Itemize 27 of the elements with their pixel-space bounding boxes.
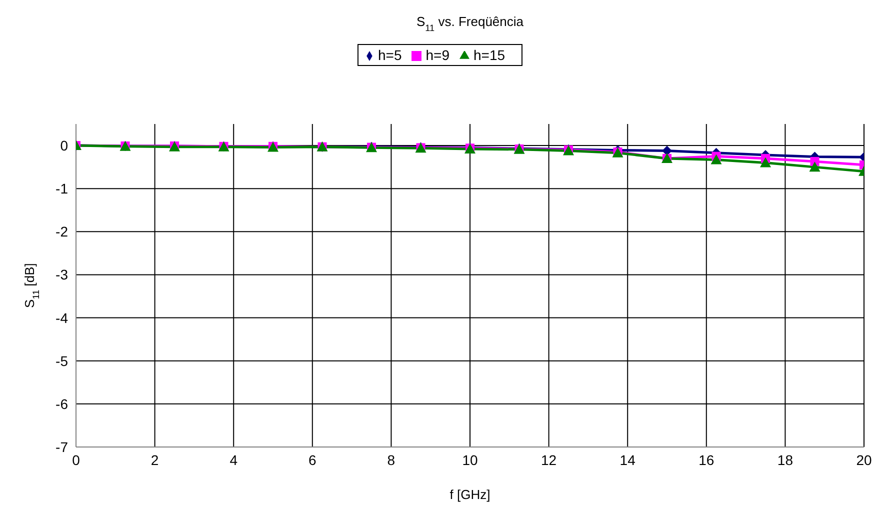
y-tick-label: -6	[56, 396, 68, 412]
point	[760, 157, 771, 168]
y-tick-label: -4	[56, 310, 68, 326]
y-tick-label: -2	[56, 224, 68, 240]
x-tick-label: 16	[698, 452, 714, 468]
legend-label: h=5	[378, 47, 402, 63]
x-axis-title: f [GHz]	[450, 487, 490, 502]
x-tick-label: 0	[72, 452, 80, 468]
x-tick-label: 4	[230, 452, 238, 468]
y-tick-label: 0	[60, 138, 68, 154]
x-tick-label: 14	[620, 452, 636, 468]
y-tick-label: -1	[56, 180, 68, 197]
chart-title: S$_{11}$ vs. Freqüência	[416, 14, 524, 33]
point	[809, 162, 820, 172]
legend-label: h=15	[473, 47, 506, 63]
y-tick-label: -5	[56, 352, 68, 369]
x-tick-label: 12	[541, 452, 557, 468]
x-tick-label: 18	[777, 452, 794, 468]
x-tick-label: 20	[856, 452, 872, 468]
x-tick-label: 10	[462, 452, 478, 468]
x-tick-label: 8	[387, 452, 396, 468]
y-tick-label: -3	[56, 266, 68, 283]
y-tick-label: -7	[56, 438, 68, 455]
x-tick-label: 2	[150, 452, 159, 468]
legend-label: h=9	[426, 47, 450, 63]
point	[710, 154, 722, 164]
x-tick-label: 6	[308, 452, 316, 468]
